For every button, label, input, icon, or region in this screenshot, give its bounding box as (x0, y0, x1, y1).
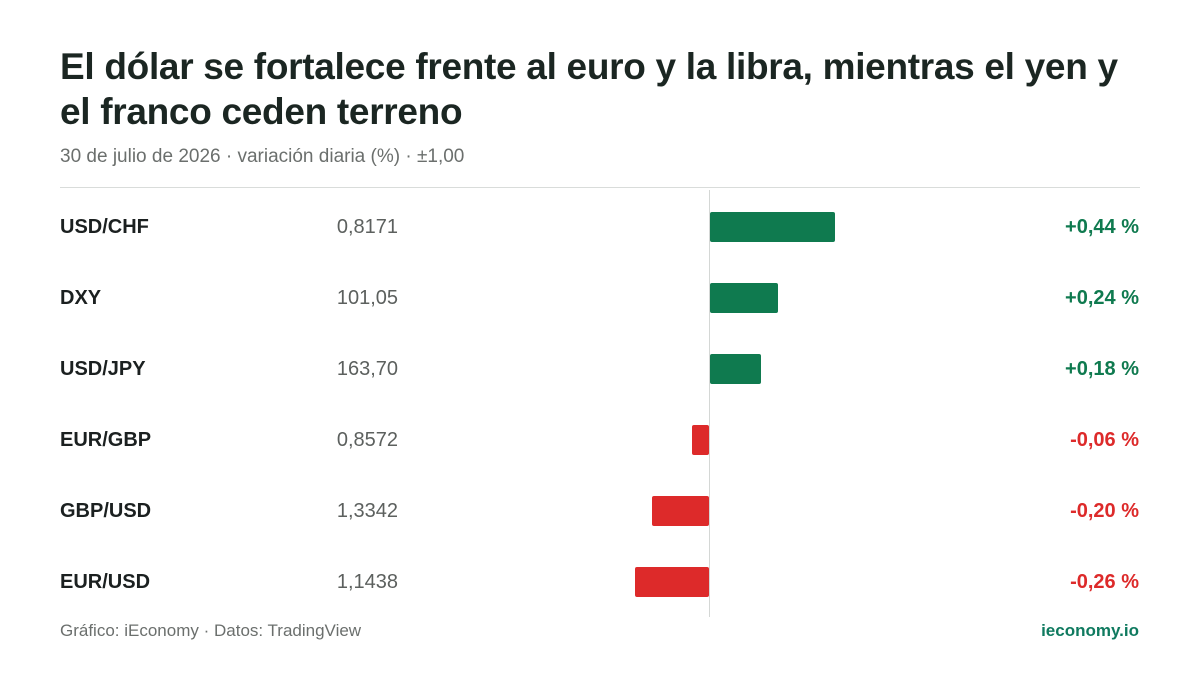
pair-label: USD/JPY (60, 358, 146, 380)
pair-price: 0,8572 (336, 429, 398, 451)
bar (634, 567, 709, 597)
chart-row: USD/JPY 163,70 +0,18 % (0, 334, 1200, 404)
footer-brand-link[interactable]: ieconomy.io (1041, 621, 1139, 640)
change-label: -0,06 % (1070, 429, 1139, 451)
change-label: +0,24 % (1065, 287, 1139, 309)
chart-row: DXY 101,05 +0,24 % (0, 263, 1200, 333)
bar (710, 212, 836, 242)
chart-row: GBP/USD 1,3342 -0,20 % (0, 476, 1200, 546)
bar (691, 425, 709, 455)
chart-row: EUR/USD 1,1438 -0,26 % (0, 547, 1200, 617)
pair-label: DXY (60, 287, 102, 309)
chart-subtitle: 30 de julio de 2026 · variación diaria (… (60, 146, 465, 167)
chart-row: EUR/GBP 0,8572 -0,06 % (0, 405, 1200, 475)
pair-label: EUR/USD (60, 571, 151, 593)
bar (710, 354, 762, 384)
chart-title: El dólar se fortalece frente al euro y l… (60, 46, 1118, 132)
change-label: -0,20 % (1070, 500, 1139, 522)
pair-price: 1,3342 (336, 500, 398, 522)
pair-price: 163,70 (336, 358, 398, 380)
pair-price: 1,1438 (336, 571, 398, 593)
bar (652, 496, 709, 526)
pair-label: GBP/USD (60, 500, 152, 522)
pair-price: 0,8171 (336, 216, 398, 238)
pair-label: USD/CHF (60, 216, 149, 238)
header-divider (60, 187, 1140, 188)
chart-row: USD/CHF 0,8171 +0,44 % (0, 192, 1200, 262)
bar (710, 283, 779, 313)
change-label: +0,18 % (1065, 358, 1139, 380)
pair-label: EUR/GBP (60, 429, 152, 451)
change-label: -0,26 % (1070, 571, 1139, 593)
pair-price: 101,05 (336, 287, 398, 309)
footer-source: Gráfico: iEconomy · Datos: TradingView (60, 621, 362, 640)
zero-axis-line (709, 190, 710, 617)
change-label: +0,44 % (1065, 216, 1139, 238)
